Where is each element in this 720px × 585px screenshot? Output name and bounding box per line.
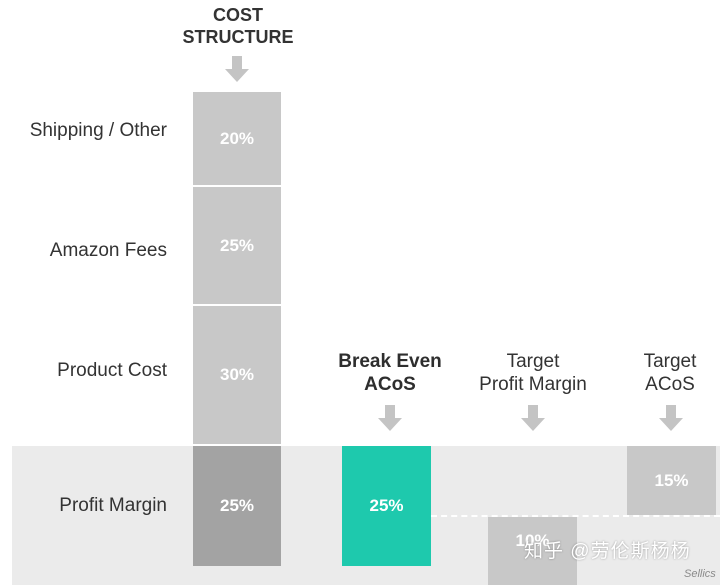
arrow-down-icon xyxy=(378,405,402,431)
target-acos-line-2: ACoS xyxy=(645,374,695,395)
cost-value-product-cost: 30% xyxy=(219,365,255,384)
break-even-line-1: Break Even xyxy=(338,351,442,372)
header-line-1: COST xyxy=(212,5,263,25)
dashed-divider xyxy=(431,515,720,517)
break-even-line-2: ACoS xyxy=(364,374,416,395)
arrow-down-icon xyxy=(225,56,249,82)
break-even-title: Break Even ACoS xyxy=(320,350,460,396)
cost-value-profit-margin: 25% xyxy=(219,496,255,515)
target-profit-value: 10% xyxy=(515,531,550,550)
row-label-shipping: Shipping / Other xyxy=(29,120,167,141)
break-even-block: 25% xyxy=(342,446,431,566)
cost-block-amazon-fees: 25% xyxy=(193,187,281,304)
target-profit-title: Target Profit Margin xyxy=(453,350,613,396)
row-label-amazon-fees: Amazon Fees xyxy=(49,240,167,261)
row-label-product-cost: Product Cost xyxy=(57,360,167,381)
watermark: 知乎 @劳伦斯杨杨 xyxy=(524,541,691,562)
arrow-down-icon xyxy=(521,405,545,431)
cost-value-shipping: 20% xyxy=(219,128,255,148)
header-line-2: STRUCTURE xyxy=(182,27,294,47)
target-acos-value: 15% xyxy=(654,470,689,490)
target-profit-line-1: Target xyxy=(506,351,560,372)
target-profit-block: 10% xyxy=(488,517,577,585)
cost-block-profit-margin: 25% xyxy=(193,446,281,566)
cost-value-amazon-fees: 25% xyxy=(219,235,255,255)
target-acos-title: Target ACoS xyxy=(610,350,720,396)
target-acos-block: 15% xyxy=(627,446,716,515)
cost-block-shipping: 20% xyxy=(193,92,281,185)
cost-structure-header: COST STRUCTURE xyxy=(168,4,308,48)
row-label-profit-margin: Profit Margin xyxy=(59,495,167,516)
cost-block-product-cost: 30% xyxy=(193,306,281,444)
arrow-down-icon xyxy=(659,405,683,431)
source-credit: Sellics xyxy=(684,568,716,580)
target-profit-line-2: Profit Margin xyxy=(479,374,587,395)
target-acos-line-1: Target xyxy=(643,351,697,372)
break-even-value: 25% xyxy=(369,496,404,515)
